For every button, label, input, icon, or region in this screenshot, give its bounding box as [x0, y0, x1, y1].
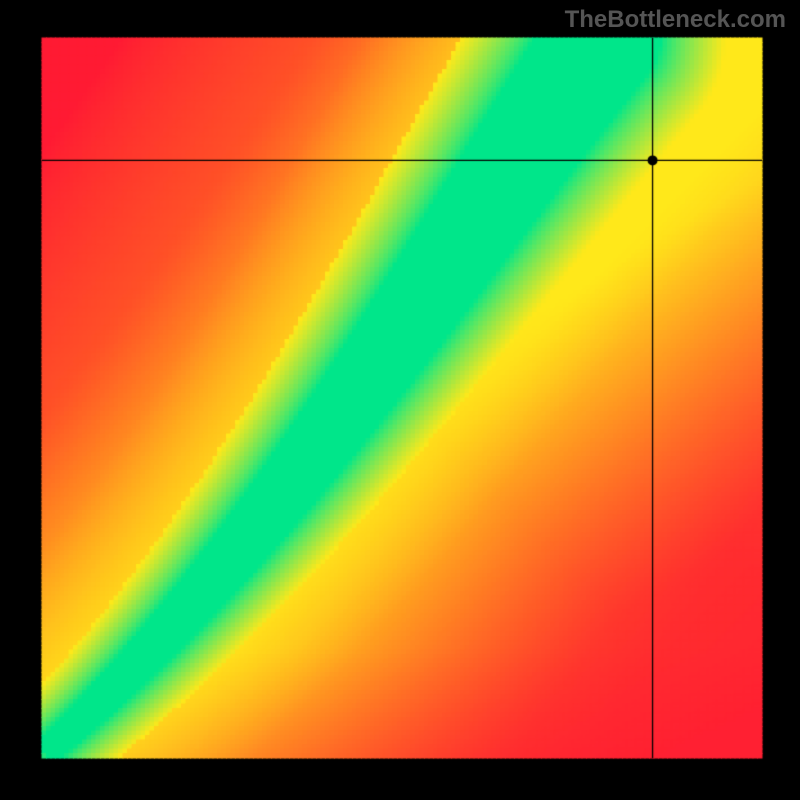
watermark-text: TheBottleneck.com: [565, 6, 786, 34]
bottleneck-heatmap: [0, 0, 800, 800]
